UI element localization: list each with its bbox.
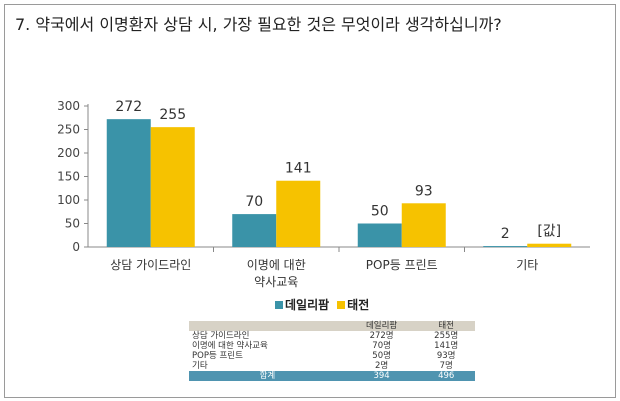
x-category-label: 기타 — [516, 258, 538, 272]
table-cell: 상담 가이드라인 — [192, 331, 250, 341]
y-tick-label: 150 — [57, 170, 80, 184]
data-label: 50 — [371, 204, 389, 220]
y-tick-label: 0 — [72, 240, 80, 254]
table-header-cell — [189, 321, 346, 331]
table-cell: 141명 — [434, 341, 459, 351]
table-cell: 이명에 대한 약사교육 — [192, 341, 268, 351]
x-category-label: POP등 프린트 — [366, 258, 438, 272]
bar-series1 — [483, 246, 528, 248]
question-title: 7. 약국에서 이명환자 상담 시, 가장 필요한 것은 무엇이라 생각하십니까… — [15, 15, 502, 34]
data-table: 데일리팜 태전 상담 가이드라인 272명 255명 이명에 대한 약사교육 7… — [189, 321, 475, 381]
table-header-row: 데일리팜 태전 — [189, 321, 475, 331]
data-label: 93 — [415, 183, 433, 199]
y-tick-label: 200 — [57, 146, 80, 160]
data-label: 70 — [245, 194, 263, 210]
legend-label-series1: 데일리팜 — [285, 298, 330, 312]
legend-item-series1: 데일리팜 — [275, 296, 329, 313]
y-tick-label: 100 — [57, 193, 80, 207]
table-row: 이명에 대한 약사교육 70명 141명 — [189, 341, 475, 351]
table-cell: 255명 — [434, 331, 459, 341]
table-cell: 70명 — [372, 341, 391, 351]
table-footer-row: 합계 394 496 — [189, 371, 475, 381]
table-row: POP등 프린트 50명 93명 — [189, 351, 475, 361]
legend-label-series2: 태전 — [347, 298, 370, 312]
data-label: 272 — [115, 99, 142, 115]
bar-series2 — [401, 203, 446, 247]
data-label: 141 — [285, 161, 312, 177]
chart-bars — [106, 119, 572, 248]
data-label: 255 — [159, 107, 186, 123]
bar-series2 — [150, 127, 195, 247]
y-tick-label: 300 — [57, 99, 80, 113]
y-tick-label: 50 — [65, 217, 80, 231]
table-header-cell: 태전 — [417, 321, 475, 331]
bar-series2 — [276, 180, 321, 247]
bar-series1 — [232, 214, 277, 247]
table-cell: 93명 — [436, 351, 456, 361]
bar-series1 — [106, 119, 151, 247]
legend: 데일리팜 태전 — [275, 296, 369, 313]
table-row: 상담 가이드라인 272명 255명 — [189, 331, 475, 341]
table-cell: POP등 프린트 — [192, 351, 243, 361]
table-cell: 2명 — [374, 361, 389, 371]
slide-frame: 7. 약국에서 이명환자 상담 시, 가장 필요한 것은 무엇이라 생각하십니까… — [4, 4, 616, 398]
data-label: [값] — [537, 224, 561, 240]
table-footer-cell: 496 — [417, 371, 475, 381]
table-cell: 7명 — [439, 361, 453, 371]
table-cell: 기타 — [192, 361, 208, 371]
table-footer-cell: 394 — [345, 371, 418, 381]
table-cell: 50명 — [372, 351, 391, 361]
table-row: 기타 2명 7명 — [189, 361, 475, 371]
x-category-label: 상담 가이드라인 — [110, 258, 191, 272]
data-label: 2 — [501, 226, 510, 242]
table-cell: 272명 — [369, 331, 394, 341]
legend-item-series2: 태전 — [337, 296, 369, 313]
y-tick-label: 250 — [57, 123, 80, 137]
x-category-label: 이명에 대한 — [247, 258, 306, 272]
x-category-label: 약사교육 — [254, 274, 298, 289]
table-header-cell: 데일리팜 — [345, 321, 418, 331]
bar-series2 — [527, 243, 572, 247]
legend-swatch-series2 — [337, 301, 346, 309]
table-footer-cell: 합계 — [189, 371, 346, 381]
bar-series1 — [357, 223, 402, 247]
legend-swatch-series1 — [275, 301, 283, 309]
